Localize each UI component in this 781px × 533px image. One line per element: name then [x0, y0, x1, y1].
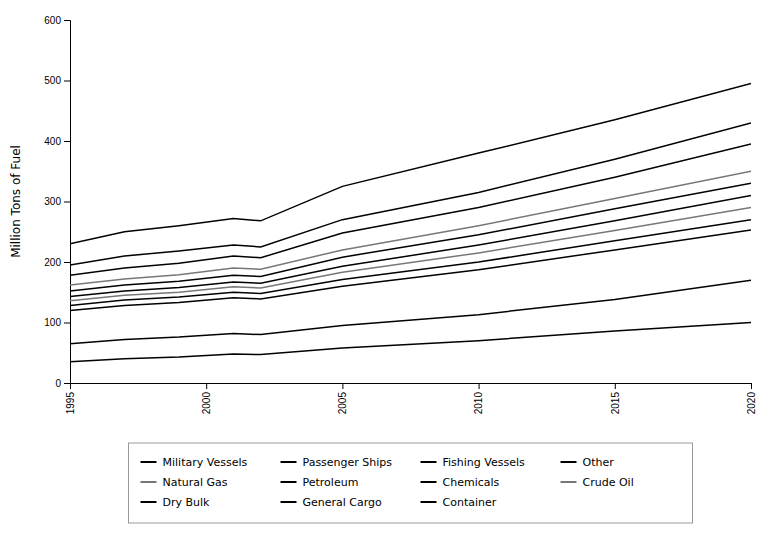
legend-swatch: [141, 481, 157, 483]
x-axis: 1995 2000 2005 2010 2015 2020: [65, 383, 757, 414]
series-line: [70, 195, 751, 296]
x-tick-label: 2015: [610, 392, 621, 415]
legend-item: Passenger Ships: [281, 456, 393, 469]
legend-swatch: [561, 461, 577, 463]
legend-frame: [129, 443, 693, 523]
legend-label: Dry Bulk: [163, 496, 211, 509]
legend-label: Container: [443, 496, 497, 509]
legend-item: Container: [421, 496, 497, 509]
legend-item: Petroleum: [281, 476, 359, 489]
legend: Military Vessels Passenger Ships Fishing V…: [129, 443, 693, 523]
series-line: [70, 280, 751, 344]
y-tick-label: 500: [44, 75, 61, 86]
x-axis-line: [71, 384, 752, 390]
x-tick-label: 2005: [337, 392, 348, 415]
series-line: [70, 230, 751, 310]
y-tick-mark: [64, 81, 70, 82]
legend-item: Dry Bulk: [141, 496, 211, 509]
legend-swatch: [421, 481, 437, 483]
y-tick: 400: [44, 136, 70, 147]
y-tick-label: 0: [55, 378, 61, 389]
y-tick-mark: [64, 141, 70, 142]
x-tick: 2020: [746, 383, 757, 414]
legend-item: Military Vessels: [141, 456, 248, 469]
y-tick-mark: [64, 323, 70, 324]
y-tick: 500: [44, 75, 70, 86]
y-axis: 0 100 200 300 400 500 600: [44, 15, 70, 389]
legend-swatch: [281, 501, 297, 503]
legend-item: Other: [561, 456, 615, 469]
y-tick-mark: [64, 20, 70, 21]
x-tick: 2005: [337, 383, 348, 414]
legend-label: Passenger Ships: [303, 456, 393, 469]
legend-label: Chemicals: [443, 476, 500, 489]
x-tick-mark: [615, 383, 616, 389]
y-tick-mark: [64, 202, 70, 203]
y-tick: 0: [55, 378, 70, 389]
x-tick-mark: [479, 383, 480, 389]
y-tick-label: 300: [44, 196, 61, 207]
legend-label: Petroleum: [303, 476, 359, 489]
chart: 1995 2000 2005 2010 2015 2020 0 100 200 300 400 500…: [0, 0, 781, 533]
legend-swatch: [561, 481, 577, 483]
legend-label: General Cargo: [303, 496, 383, 509]
legend-swatch: [421, 501, 437, 503]
y-tick-label: 400: [44, 136, 61, 147]
legend-swatch: [421, 461, 437, 463]
plot: 1995 2000 2005 2010 2015 2020 0 100 200 300 400 500…: [44, 15, 756, 415]
y-tick: 200: [44, 257, 70, 268]
legend-item: Natural Gas: [141, 476, 228, 489]
legend-swatch: [281, 481, 297, 483]
legend-swatch: [281, 461, 297, 463]
y-tick-mark: [64, 383, 70, 384]
series-line: [70, 171, 751, 285]
x-tick-label: 2020: [746, 392, 757, 415]
x-tick: 2000: [201, 383, 212, 414]
x-tick: 2010: [473, 383, 484, 414]
x-tick-label: 2000: [201, 392, 212, 415]
legend-label: Fishing Vessels: [443, 456, 526, 469]
x-tick: 2015: [610, 383, 621, 414]
x-tick-mark: [751, 383, 752, 389]
y-tick-label: 100: [44, 317, 61, 328]
x-tick-mark: [342, 383, 343, 389]
x-tick-label: 1995: [65, 392, 76, 415]
y-tick: 100: [44, 317, 70, 328]
legend-item: Chemicals: [421, 476, 500, 489]
legend-label: Military Vessels: [163, 456, 248, 469]
legend-swatch: [141, 501, 157, 503]
y-tick-mark: [64, 262, 70, 263]
legend-swatch: [141, 461, 157, 463]
y-tick-label: 600: [44, 15, 61, 26]
legend-item: General Cargo: [281, 496, 383, 509]
x-tick-label: 2010: [473, 392, 484, 415]
y-axis-title: Million Tons of Fuel: [9, 145, 23, 258]
legend-label: Other: [583, 456, 615, 469]
legend-item: Fishing Vessels: [421, 456, 526, 469]
series-line: [70, 208, 751, 301]
x-tick: 1995: [65, 383, 76, 414]
series-line: [70, 220, 751, 306]
y-tick-label: 200: [44, 257, 61, 268]
series-line: [70, 183, 751, 291]
lines: [70, 84, 751, 362]
y-tick: 300: [44, 196, 70, 207]
legend-item: Crude Oil: [561, 476, 634, 489]
series-line: [70, 323, 751, 362]
y-tick: 600: [44, 15, 70, 26]
legend-label: Crude Oil: [583, 476, 634, 489]
x-tick-mark: [206, 383, 207, 389]
series-line: [70, 123, 751, 265]
y-axis-line: [64, 21, 71, 384]
legend-label: Natural Gas: [163, 476, 228, 489]
